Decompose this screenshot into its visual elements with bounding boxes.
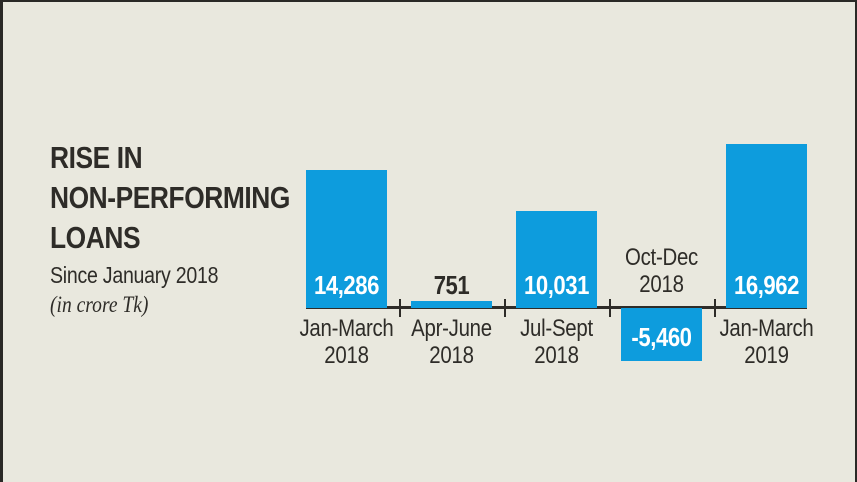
category-label-jan-march-2018: Jan-March 2018 xyxy=(299,315,394,369)
value-label-jul-sept-2018: 10,031 xyxy=(523,270,590,300)
axis-tick xyxy=(714,299,716,317)
value-label-oct-dec-2018: -5,460 xyxy=(631,322,692,352)
chart-unit-note: (in crore Tk) xyxy=(50,292,149,317)
bar-jul-sept-2018 xyxy=(516,211,597,308)
chart-title-line-1: RISE IN xyxy=(50,140,143,175)
category-label-apr-june-2018: Apr-June 2018 xyxy=(411,315,492,369)
axis-tick xyxy=(609,299,611,317)
bar-apr-june-2018 xyxy=(411,301,492,308)
value-label-jan-march-2018: 14,286 xyxy=(313,270,380,300)
value-label-jan-march-2019: 16,962 xyxy=(733,270,800,300)
category-label-jul-sept-2018: Jul-Sept 2018 xyxy=(520,315,593,369)
category-label-jan-march-2019: Jan-March 2019 xyxy=(719,315,814,369)
bar-oct-dec-2018 xyxy=(621,308,702,361)
value-label-apr-june-2018: 751 xyxy=(433,270,470,300)
axis-tick xyxy=(504,299,506,317)
chart-subtitle: Since January 2018 xyxy=(50,262,219,288)
bar-jan-march-2018 xyxy=(306,170,387,308)
axis-tick xyxy=(399,299,401,317)
category-label-oct-dec-2018: Oct-Dec 2018 xyxy=(624,244,699,298)
chart-title-line-3: LOANS xyxy=(50,220,141,255)
bar-jan-march-2019 xyxy=(726,144,807,308)
chart-title-line-2: NON-PERFORMING xyxy=(50,180,290,215)
title-block: RISE IN NON-PERFORMING LOANS Since Janua… xyxy=(50,138,290,320)
bar-chart: 14,286 Jan-March 2018 751 Apr-June 2018 10,031… xyxy=(3,2,855,482)
